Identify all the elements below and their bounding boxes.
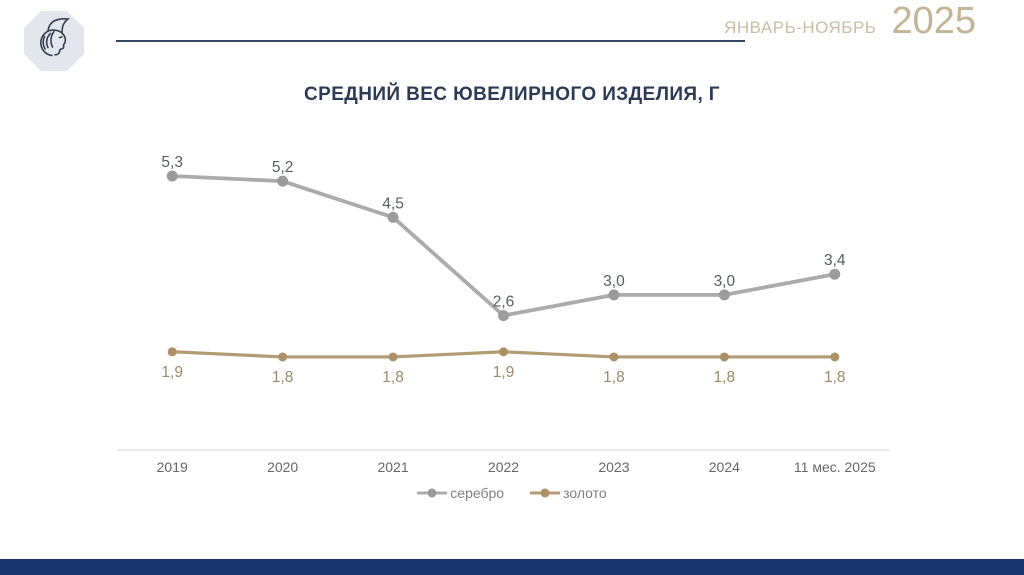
data-label-золото: 1,8 — [382, 369, 404, 386]
data-point-золото — [719, 352, 729, 362]
data-label-серебро: 3,0 — [714, 273, 736, 290]
legend-item-золото: золото — [530, 485, 607, 501]
x-axis-label: 2021 — [377, 459, 408, 475]
chart-title: СРЕДНИЙ ВЕС ЮВЕЛИРНОГО ИЗДЕЛИЯ, Г — [304, 84, 720, 105]
period-label: ЯНВАРЬ-НОЯБРЬ — [724, 18, 877, 37]
data-point-серебро — [829, 268, 841, 280]
report-period: ЯНВАРЬ-НОЯБРЬ 2025 — [724, 0, 976, 70]
footer-bar — [0, 559, 1024, 575]
x-axis-label: 2019 — [157, 459, 188, 475]
chart-legend: серебро золото — [0, 485, 1024, 501]
data-label-золото: 1,8 — [714, 369, 736, 386]
legend-marker-серебро — [417, 488, 448, 498]
legend-label: золото — [563, 485, 607, 501]
header-divider-line — [116, 40, 745, 42]
data-point-серебро — [608, 289, 620, 301]
data-label-золото: 1,9 — [161, 364, 183, 381]
x-axis-label: 2020 — [267, 459, 298, 475]
data-point-золото — [830, 352, 840, 362]
data-label-золото: 1,8 — [603, 369, 625, 386]
data-point-серебро — [166, 170, 178, 182]
x-axis-label: 11 мес. 2025 — [794, 459, 876, 475]
x-axis-label: 2022 — [488, 459, 519, 475]
legend-marker-золото — [530, 488, 561, 498]
data-label-золото: 1,8 — [824, 369, 846, 386]
data-label-серебро: 3,4 — [824, 252, 846, 269]
data-point-серебро — [387, 211, 399, 223]
logo-octagon — [24, 11, 84, 71]
data-label-серебро: 2,6 — [493, 294, 515, 311]
woman-profile-icon — [40, 18, 71, 57]
data-point-серебро — [498, 310, 509, 322]
legend-label: серебро — [450, 485, 505, 501]
period-year: 2025 — [891, 0, 976, 42]
data-label-золото: 1,9 — [493, 364, 515, 381]
x-axis-label: 2024 — [709, 459, 740, 475]
data-point-золото — [609, 352, 619, 362]
data-label-серебро: 4,5 — [382, 195, 404, 212]
data-point-золото — [278, 352, 288, 362]
data-label-серебро: 5,3 — [161, 154, 183, 171]
data-point-серебро — [718, 289, 730, 301]
data-point-золото — [499, 347, 508, 357]
legend-item-серебро: серебро — [417, 485, 504, 501]
assay-chamber-logo — [24, 11, 84, 71]
data-label-золото: 1,8 — [272, 369, 294, 386]
x-axis-label: 2023 — [598, 459, 629, 475]
data-point-золото — [167, 347, 177, 357]
data-label-серебро: 5,2 — [272, 159, 294, 176]
data-point-золото — [388, 352, 398, 362]
data-point-серебро — [277, 175, 289, 187]
data-label-серебро: 3,0 — [603, 273, 625, 290]
